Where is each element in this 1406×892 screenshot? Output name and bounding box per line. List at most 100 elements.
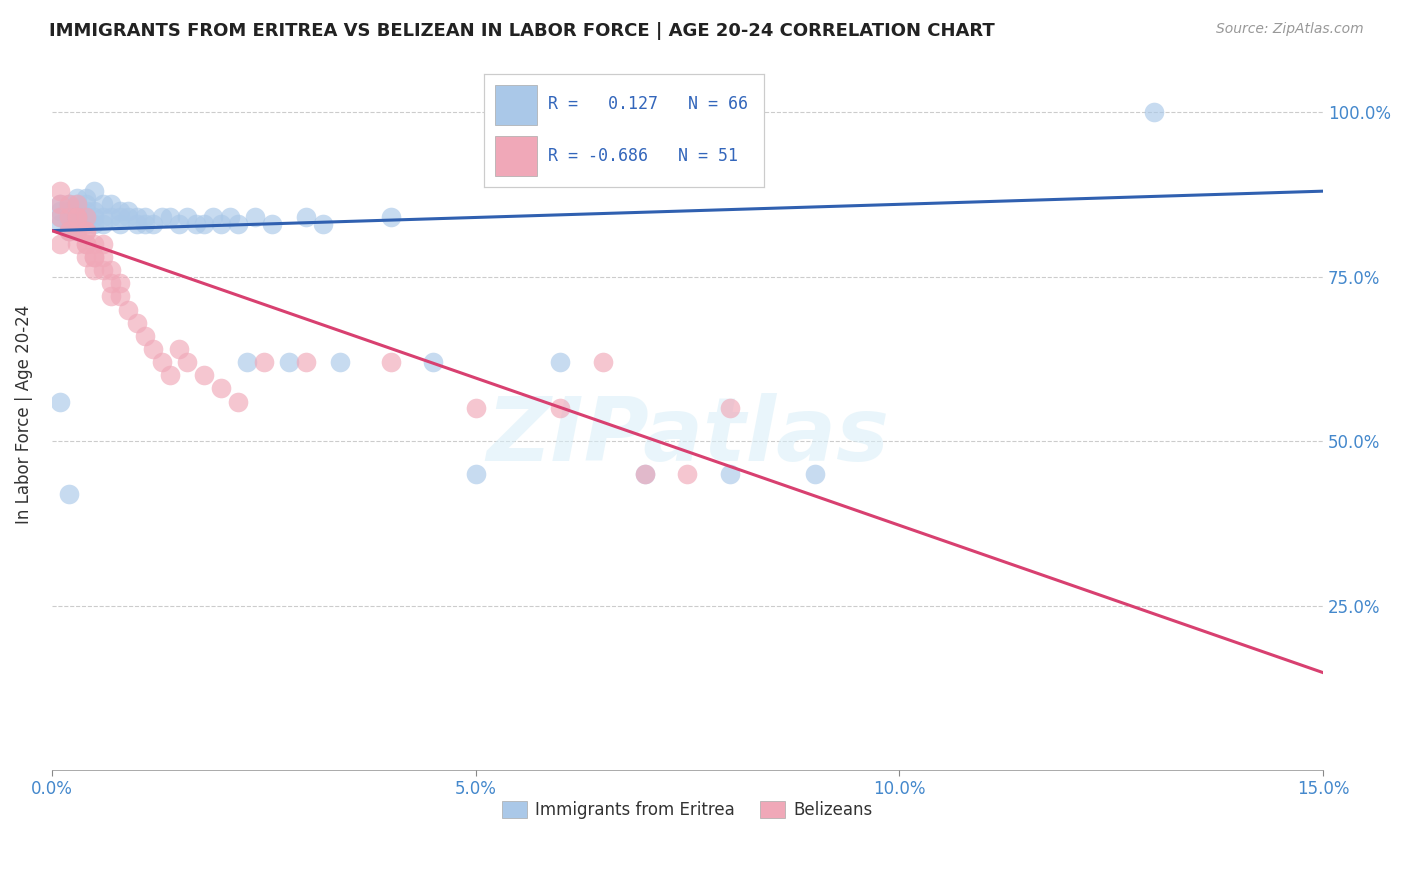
Point (100, 263, 122, 277)
Point (634, 467, 657, 481)
Point (49, 217, 72, 231)
Point (167, 342, 190, 356)
Point (243, 211, 266, 225)
Point (125, 217, 148, 231)
Text: Source: ZipAtlas.com: Source: ZipAtlas.com (1216, 22, 1364, 37)
Point (91, 197, 114, 211)
Point (100, 289, 122, 303)
Point (134, 217, 156, 231)
Point (150, 355, 173, 369)
Point (66, 224, 89, 238)
Point (83, 217, 105, 231)
Point (676, 467, 699, 481)
Point (100, 211, 122, 225)
Point (464, 467, 486, 481)
Point (75, 197, 97, 211)
Point (66, 211, 89, 225)
Point (117, 211, 139, 225)
Point (218, 211, 240, 225)
Point (108, 217, 131, 231)
Point (108, 203, 131, 218)
Point (58, 224, 80, 238)
Point (184, 217, 207, 231)
Point (312, 217, 335, 231)
Point (83, 211, 105, 225)
Point (75, 224, 97, 238)
Point (49, 211, 72, 225)
Point (83, 250, 105, 264)
Point (167, 217, 190, 231)
Point (91, 211, 114, 225)
Point (66, 203, 89, 218)
Point (159, 211, 181, 225)
Point (209, 382, 232, 396)
Point (117, 302, 139, 317)
Point (235, 355, 257, 369)
Point (329, 355, 352, 369)
Point (634, 467, 657, 481)
Point (201, 211, 224, 225)
Point (226, 217, 249, 231)
Point (262, 217, 284, 231)
Point (66, 211, 89, 225)
Point (100, 197, 122, 211)
Point (75, 191, 97, 205)
Text: IMMIGRANTS FROM ERITREA VS BELIZEAN IN LABOR FORCE | AGE 20-24 CORRELATION CHART: IMMIGRANTS FROM ERITREA VS BELIZEAN IN L… (49, 22, 995, 40)
Point (142, 217, 165, 231)
Point (209, 217, 232, 231)
Y-axis label: In Labor Force | Age 20-24: In Labor Force | Age 20-24 (15, 305, 32, 524)
Point (66, 217, 89, 231)
Point (464, 401, 486, 416)
Point (75, 250, 97, 264)
Point (592, 355, 614, 369)
Point (58, 487, 80, 501)
Point (125, 211, 148, 225)
Point (58, 211, 80, 225)
Point (193, 217, 215, 231)
Point (66, 197, 89, 211)
Point (66, 197, 89, 211)
Point (380, 355, 402, 369)
Point (49, 197, 72, 211)
Point (66, 211, 89, 225)
Point (49, 184, 72, 198)
Point (83, 184, 105, 198)
Point (125, 316, 148, 330)
Point (58, 197, 80, 211)
Point (75, 203, 97, 218)
Point (91, 263, 114, 277)
Point (550, 355, 572, 369)
Point (295, 355, 318, 369)
Point (75, 224, 97, 238)
Point (176, 211, 198, 225)
Point (75, 236, 97, 251)
Point (550, 401, 572, 416)
Point (422, 355, 444, 369)
Point (49, 197, 72, 211)
Point (91, 236, 114, 251)
Point (718, 467, 741, 481)
Point (108, 277, 131, 291)
Point (49, 203, 72, 218)
Point (58, 203, 80, 218)
Point (1142, 105, 1164, 120)
Point (58, 224, 80, 238)
Legend: Immigrants from Eritrea, Belizeans: Immigrants from Eritrea, Belizeans (495, 794, 879, 826)
Point (134, 329, 156, 343)
Point (718, 401, 741, 416)
Point (150, 211, 173, 225)
Point (253, 355, 276, 369)
Point (134, 211, 156, 225)
Point (142, 342, 165, 356)
Point (66, 236, 89, 251)
Point (91, 250, 114, 264)
Point (75, 236, 97, 251)
Point (83, 236, 105, 251)
Point (193, 368, 215, 383)
Point (108, 289, 131, 303)
Text: ZIPatlas: ZIPatlas (486, 392, 889, 480)
Point (49, 394, 72, 409)
Point (176, 355, 198, 369)
Point (278, 355, 301, 369)
Point (91, 217, 114, 231)
